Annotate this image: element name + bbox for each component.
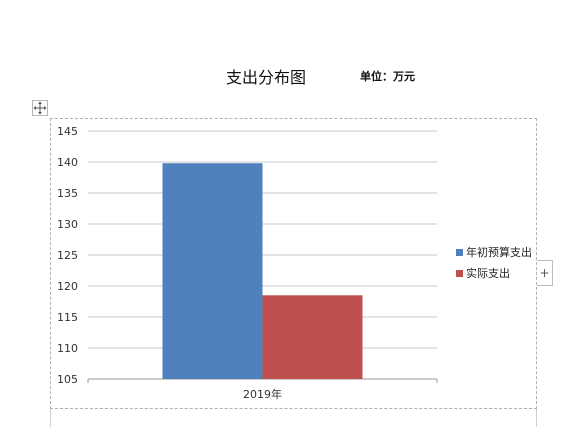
y-tick-label: 125 [57, 249, 78, 262]
y-tick-label: 130 [57, 218, 78, 231]
legend-label: 实际支出 [466, 266, 510, 280]
y-tick-label: 140 [57, 156, 78, 169]
y-tick-label: 110 [57, 342, 78, 355]
legend-swatch [456, 249, 463, 256]
y-tick-label: 145 [57, 125, 78, 138]
add-chart-element-button[interactable]: + [537, 260, 553, 286]
legend-swatch [456, 270, 463, 277]
document-title: 支出分布图 [226, 68, 307, 87]
y-tick-label: 135 [57, 187, 78, 200]
y-tick-label: 120 [57, 280, 78, 293]
move-arrows-icon [33, 101, 47, 115]
chart-frame[interactable] [50, 118, 537, 409]
unit-label: 单位：万元 [360, 70, 415, 83]
y-tick-label: 115 [57, 311, 78, 324]
bar [162, 163, 263, 379]
plus-icon: + [539, 266, 550, 280]
x-tick-label: 2019年 [243, 387, 282, 401]
bar [262, 295, 363, 379]
legend-label: 年初预算支出 [466, 245, 532, 259]
move-handle[interactable] [32, 100, 48, 116]
y-tick-label: 105 [57, 373, 78, 386]
chart-frame-extension [50, 409, 537, 427]
